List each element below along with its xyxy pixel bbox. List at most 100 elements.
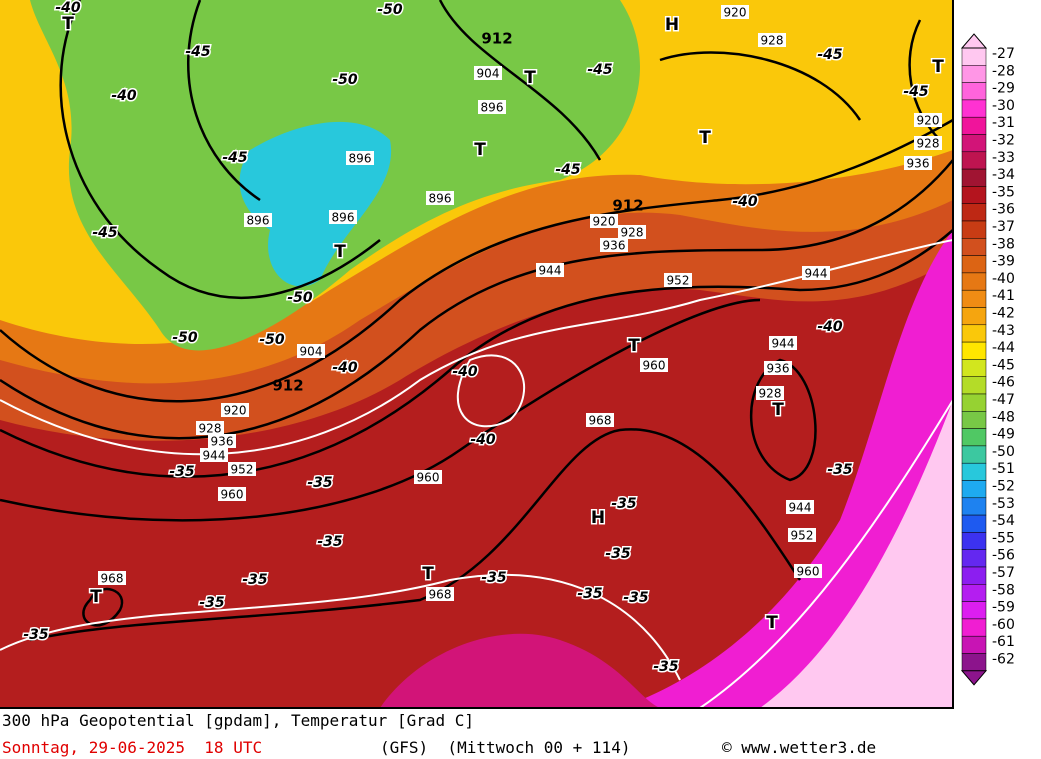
geopotential-label: 912: [272, 377, 303, 395]
temperature-label: -45: [92, 225, 118, 241]
geopotential-label: 928: [621, 226, 644, 240]
legend-swatch: [961, 497, 987, 516]
legend-swatch: [961, 272, 987, 291]
geopotential-box: [664, 273, 692, 287]
geopotential-box: [802, 266, 830, 280]
legend-swatch: [961, 376, 987, 395]
legend-arrow-bottom: [960, 670, 988, 686]
geopotential-box: [794, 564, 822, 578]
legend-swatch: [961, 411, 987, 429]
legend-label: -40: [992, 271, 1015, 287]
geopotential-label: 896: [349, 152, 372, 166]
legend-label: -58: [992, 582, 1015, 598]
temperature-label: -35: [827, 462, 853, 478]
pressure-center: T: [62, 14, 74, 34]
temperature-label: -45: [555, 162, 581, 178]
pressure-center: T: [932, 57, 944, 77]
legend-label: -34: [992, 167, 1015, 183]
geopotential-box: [721, 5, 749, 19]
legend-label: -33: [992, 150, 1015, 166]
geopotential-label: 904: [477, 67, 500, 81]
legend-swatch: [961, 168, 987, 187]
legend-label: -38: [992, 236, 1015, 252]
geopotential-box: [426, 191, 454, 205]
legend-label: -32: [992, 133, 1015, 149]
geopotential-label: 904: [300, 345, 323, 359]
temperature-label: -45: [587, 62, 613, 78]
geopotential-box: [478, 100, 506, 114]
temperature-label: -40: [732, 194, 758, 210]
geopotential-box: [414, 470, 442, 484]
geopotential-label: 944: [539, 264, 562, 278]
geopotential-box: [904, 156, 932, 170]
temperature-label: -40: [111, 88, 137, 104]
temperature-label: -35: [199, 595, 225, 611]
legend-swatch: [961, 393, 987, 412]
pressure-center: T: [334, 242, 346, 262]
legend-swatch: [961, 255, 987, 274]
geopotential-box: [536, 263, 564, 277]
geopotential-box: [788, 528, 816, 542]
geopotential-box: [426, 587, 454, 601]
geopotential-box: [218, 487, 246, 501]
legend-label: -48: [992, 409, 1015, 425]
legend-swatch: [961, 445, 987, 464]
geopotential-box: [618, 225, 646, 239]
legend-label: -56: [992, 548, 1015, 564]
temperature-label: -35: [481, 570, 507, 586]
geopotential-box: [764, 361, 792, 375]
pressure-center: T: [90, 587, 102, 607]
geopotential-box: [586, 413, 614, 427]
legend-label: -42: [992, 306, 1015, 322]
geopotential-label: 928: [761, 34, 784, 48]
legend-swatch: [961, 203, 987, 222]
legend-swatch: [961, 116, 987, 135]
legend-swatch: [961, 653, 987, 672]
pressure-center: T: [524, 68, 536, 88]
legend-label: -54: [992, 513, 1015, 529]
temperature-label: -45: [903, 84, 929, 100]
pressure-center: T: [628, 336, 640, 356]
legend-swatch: [961, 341, 987, 360]
legend-swatch: [961, 618, 987, 637]
legend-swatch: [961, 220, 987, 239]
legend-label: -47: [992, 392, 1015, 408]
legend-label: -28: [992, 63, 1015, 79]
pressure-center: T: [766, 613, 778, 633]
geopotential-box: [786, 500, 814, 514]
legend-swatch: [961, 428, 987, 447]
legend-label: -57: [992, 565, 1015, 581]
geopotential-label: 944: [805, 267, 828, 281]
caption: 300 hPa Geopotential [gpdam], Temperatur…: [2, 711, 475, 730]
pressure-center: H: [665, 15, 679, 35]
map: -27-28-29-30-31-32-33-34-35-36-37-38-39-…: [0, 0, 1015, 709]
geopotential-label: 936: [767, 362, 790, 376]
legend-swatch: [961, 99, 987, 118]
geopotential-label: 920: [224, 404, 247, 418]
temperature-label: -35: [242, 572, 268, 588]
run-time: Sonntag, 29-06-2025 18 UTC: [2, 738, 263, 757]
pressure-center: T: [422, 564, 434, 584]
legend-label: -27: [992, 46, 1015, 62]
legend-label: -52: [992, 479, 1015, 495]
geopotential-label: 952: [667, 274, 690, 288]
geopotential-label: 936: [211, 435, 234, 449]
geopotential-box: [200, 448, 228, 462]
legend-label: -36: [992, 202, 1015, 218]
legend-label: -29: [992, 81, 1015, 97]
geopotential-label: 960: [797, 565, 820, 579]
pressure-center: T: [772, 400, 784, 420]
legend-label: -60: [992, 617, 1015, 633]
legend-swatch: [961, 186, 987, 204]
legend-swatch: [961, 82, 987, 101]
temperature-label: -45: [817, 47, 843, 63]
legend-label: -37: [992, 219, 1015, 235]
geopotential-box: [244, 213, 272, 227]
geopotential-box: [914, 136, 942, 150]
temperature-label: -35: [623, 590, 649, 606]
temperature-label: -35: [23, 627, 49, 643]
geopotential-label: 944: [789, 501, 812, 515]
temperature-label: -40: [817, 319, 843, 335]
legend-label: -41: [992, 288, 1015, 304]
temperature-label: -50: [332, 72, 358, 88]
